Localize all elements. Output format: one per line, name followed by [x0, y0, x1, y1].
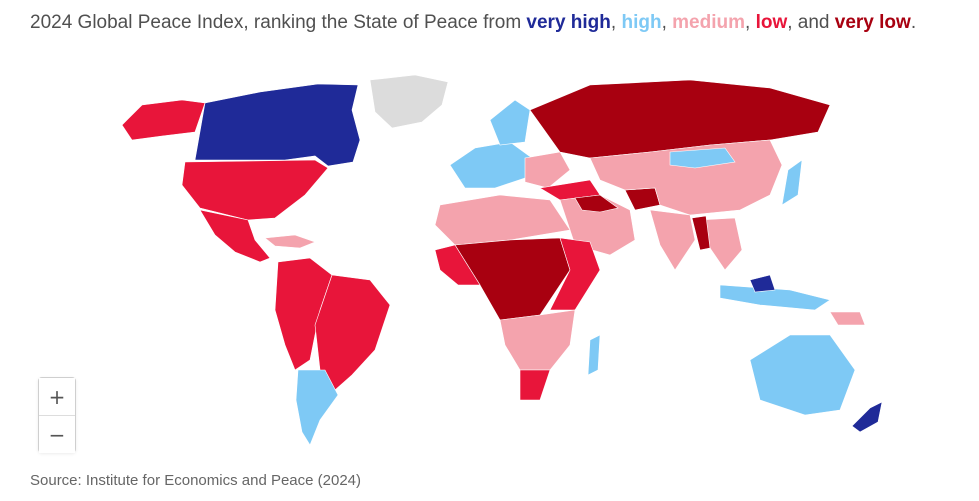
source-caption: Source: Institute for Economics and Peac… [30, 472, 362, 489]
legend-very-low: very low [834, 12, 911, 33]
region-sahel[interactable] [454, 237, 571, 321]
region-north-africa[interactable] [434, 194, 571, 246]
legend-low: low [755, 12, 788, 33]
title-suffix: . [910, 12, 917, 33]
region-south-africa[interactable] [519, 369, 551, 401]
map-title: 2024 Global Peace Index, ranking the Sta… [30, 10, 930, 36]
region-russia[interactable] [529, 79, 831, 159]
region-malaysia[interactable] [749, 274, 776, 293]
region-eastern-europe[interactable] [524, 151, 571, 189]
region-myanmar[interactable] [691, 215, 711, 251]
region-papua[interactable] [829, 311, 866, 326]
title-separator: , and [787, 12, 835, 33]
region-argentina-chile[interactable] [295, 369, 339, 446]
region-alaska[interactable] [121, 99, 206, 141]
region-india[interactable] [649, 209, 696, 271]
title-prefix: 2024 Global Peace Index, ranking the Sta… [30, 12, 527, 33]
region-canada[interactable] [194, 83, 361, 167]
region-west-africa[interactable] [434, 244, 481, 286]
world-map[interactable] [70, 70, 930, 450]
legend-very-high: very high [526, 12, 611, 33]
region-scandinavia[interactable] [489, 99, 531, 146]
region-australia[interactable] [749, 334, 856, 416]
region-western-europe[interactable] [449, 141, 533, 189]
region-mongolia[interactable] [669, 147, 736, 169]
title-separator: , [661, 12, 673, 33]
region-madagascar[interactable] [587, 334, 601, 376]
zoom-out-button[interactable]: − [39, 416, 75, 453]
zoom-control: + − [38, 377, 76, 453]
region-mexico[interactable] [199, 209, 271, 263]
zoom-in-button[interactable]: + [39, 378, 75, 415]
region-greenland[interactable] [369, 74, 449, 129]
region-central-asia[interactable] [589, 139, 783, 216]
title-separator: , [610, 12, 622, 33]
zoom-divider [39, 415, 75, 416]
region-new-zealand[interactable] [851, 401, 883, 433]
region-brazil[interactable] [314, 274, 391, 391]
legend-high: high [621, 12, 662, 33]
region-usa[interactable] [181, 159, 329, 221]
region-caribbean[interactable] [264, 234, 316, 249]
region-southern-africa[interactable] [499, 309, 576, 371]
region-japan[interactable] [781, 159, 803, 206]
region-indonesia[interactable] [719, 284, 831, 311]
world-map-svg[interactable] [70, 70, 930, 450]
title-separator: , [745, 12, 756, 33]
region-south-america-north[interactable] [274, 257, 333, 371]
legend-medium: medium [672, 12, 745, 33]
